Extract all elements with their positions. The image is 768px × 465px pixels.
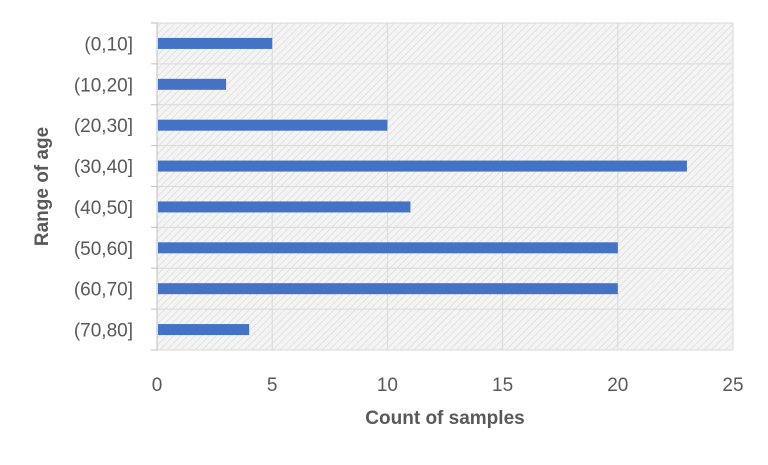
x-tick-label: 15 [492,375,513,396]
gridlines [156,22,734,351]
y-tick-label: (20,30] [74,116,133,137]
y-tick-label: (50,60] [74,239,133,260]
bar [158,78,227,90]
x-tick-label: 25 [722,375,743,396]
y-axis-title: Range of age [32,127,53,246]
y-tick-label: (0,10] [84,34,133,55]
bar [158,119,388,131]
x-tick-label: 5 [267,375,278,396]
x-tick-label: 0 [152,375,163,396]
bar [158,324,250,336]
y-tick-label: (10,20] [74,75,133,96]
y-tick-label: (40,50] [74,198,133,219]
x-tick-label: 20 [607,375,628,396]
y-tick-label: (60,70] [74,280,133,301]
bar [158,283,618,295]
bar [158,37,273,49]
bar [158,201,411,213]
bar [158,242,618,254]
y-tick-label: (30,40] [74,157,133,178]
y-tick-label: (70,80] [74,321,133,342]
tick-labels: 0 5 10 15 20 25 (0,10] (10,20] (20,30] (30,40] (40… [74,34,744,396]
bars [158,37,687,336]
axes [151,22,158,351]
x-axis-title: Count of samples [365,408,524,429]
x-tick-label: 10 [377,375,398,396]
bar [158,160,687,172]
